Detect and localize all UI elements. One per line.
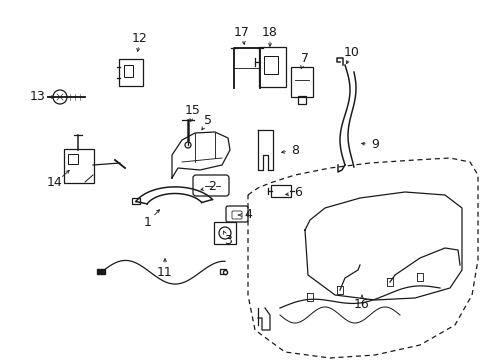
- Text: 9: 9: [370, 139, 378, 152]
- Text: 13: 13: [30, 90, 46, 104]
- Text: 12: 12: [132, 31, 147, 45]
- Text: 6: 6: [293, 186, 301, 199]
- Bar: [97, 269, 105, 274]
- Text: 11: 11: [157, 266, 173, 279]
- Bar: [124, 65, 133, 77]
- Text: 2: 2: [207, 180, 216, 194]
- Text: 18: 18: [262, 26, 277, 39]
- Bar: [132, 198, 140, 204]
- Text: 16: 16: [353, 298, 369, 311]
- Text: 14: 14: [47, 176, 63, 189]
- Bar: [297, 96, 305, 104]
- Text: 4: 4: [244, 208, 251, 221]
- Bar: [264, 56, 278, 74]
- Text: 7: 7: [301, 51, 308, 64]
- Text: 3: 3: [224, 234, 231, 247]
- Text: 10: 10: [344, 45, 359, 58]
- Text: 17: 17: [234, 26, 249, 39]
- Bar: [68, 154, 78, 164]
- Text: 5: 5: [203, 113, 212, 126]
- Bar: [220, 269, 225, 274]
- Text: 1: 1: [144, 216, 152, 229]
- Text: 15: 15: [184, 104, 201, 117]
- Text: 8: 8: [290, 144, 298, 157]
- Circle shape: [53, 90, 67, 104]
